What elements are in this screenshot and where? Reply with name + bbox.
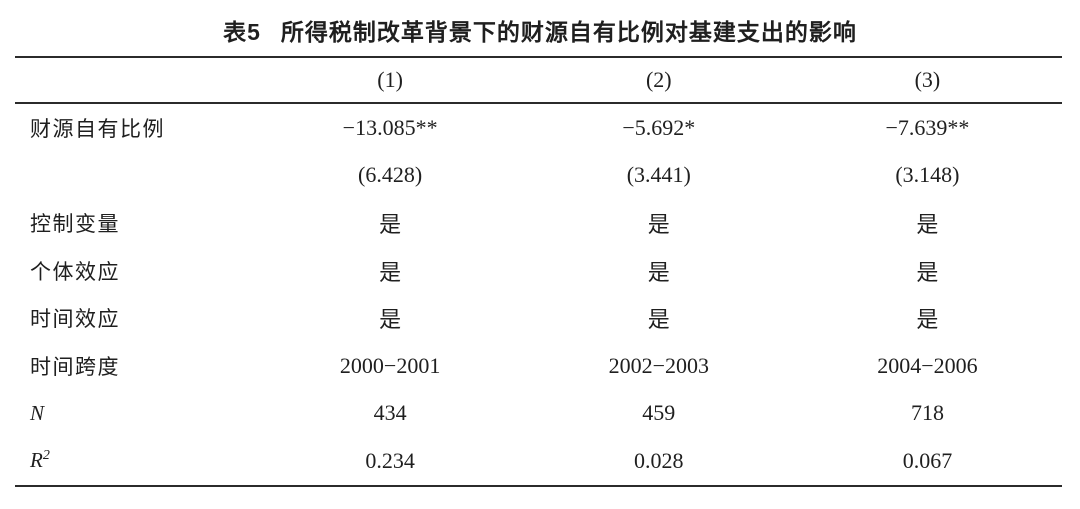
cell-value: 是 bbox=[916, 307, 939, 333]
cell-value: 是 bbox=[916, 259, 939, 285]
table-row-time-span: 时间跨度 2000−2001 2002−2003 2004−2006 bbox=[15, 342, 1062, 390]
cell-value: 0.028 bbox=[634, 447, 684, 473]
row-label: 时间效应 bbox=[30, 307, 120, 332]
rsquared-symbol: R bbox=[30, 448, 43, 473]
cell-value: 是 bbox=[647, 259, 670, 285]
cell-value: 是 bbox=[379, 211, 402, 237]
coefficient-value: −13.085** bbox=[342, 114, 438, 140]
regression-table: (1) (2) (3) 财源自有比例 −13.085** −5.692* −7.… bbox=[15, 56, 1062, 487]
cell-value: 0.234 bbox=[365, 447, 415, 473]
cell-value: 是 bbox=[379, 307, 402, 333]
table-mid-rule bbox=[15, 102, 1062, 104]
cell-value: 0.067 bbox=[902, 447, 953, 473]
row-label: 财源自有比例 bbox=[30, 116, 165, 141]
column-header-3: (3) bbox=[914, 67, 941, 92]
table-top-rule bbox=[15, 56, 1062, 58]
row-label: 控制变量 bbox=[30, 211, 120, 236]
row-label: 个体效应 bbox=[30, 259, 120, 284]
table-caption: 表5 所得税制改革背景下的财源自有比例对基建支出的影响 bbox=[0, 0, 1080, 56]
table-header-row: (1) (2) (3) bbox=[15, 58, 1062, 102]
cell-value: 2000−2001 bbox=[339, 352, 441, 378]
cell-value: 718 bbox=[910, 400, 944, 426]
row-label: R2 bbox=[15, 448, 256, 473]
table-row-observations: N 434 459 718 bbox=[15, 390, 1062, 438]
cell-value: 459 bbox=[642, 400, 676, 426]
table-row-time-effects: 时间效应 是 是 是 bbox=[15, 294, 1062, 342]
cell-value: 是 bbox=[647, 307, 670, 333]
stderr-value: (3.148) bbox=[895, 162, 960, 188]
coefficient-value: −5.692* bbox=[622, 114, 696, 140]
table-row-stderr: (6.428) (3.441) (3.148) bbox=[15, 152, 1062, 200]
cell-value: 2004−2006 bbox=[877, 352, 978, 378]
stderr-value: (6.428) bbox=[358, 162, 423, 188]
table-row-rsquared: R2 0.234 0.028 0.067 bbox=[15, 437, 1062, 485]
table-bottom-rule bbox=[15, 484, 1062, 487]
column-header-2: (2) bbox=[645, 67, 672, 92]
row-label: N bbox=[30, 400, 46, 425]
cell-value: 2002−2003 bbox=[608, 352, 709, 378]
table-row-individual-effects: 个体效应 是 是 是 bbox=[15, 247, 1062, 295]
row-label: 时间跨度 bbox=[30, 354, 120, 379]
stderr-value: (3.441) bbox=[626, 162, 691, 188]
rsquared-exponent: 2 bbox=[42, 448, 52, 464]
cell-value: 是 bbox=[916, 211, 939, 237]
column-header-1: (1) bbox=[377, 67, 403, 92]
cell-value: 是 bbox=[647, 211, 670, 237]
cell-value: 434 bbox=[373, 400, 407, 426]
cell-value: 是 bbox=[379, 259, 402, 285]
table-number: 表5 bbox=[223, 19, 261, 45]
coefficient-value: −7.639** bbox=[885, 114, 970, 140]
table-row-coefficient: 财源自有比例 −13.085** −5.692* −7.639** bbox=[15, 104, 1062, 152]
table-title: 所得税制改革背景下的财源自有比例对基建支出的影响 bbox=[280, 19, 857, 45]
table-row-controls: 控制变量 是 是 是 bbox=[15, 199, 1062, 247]
